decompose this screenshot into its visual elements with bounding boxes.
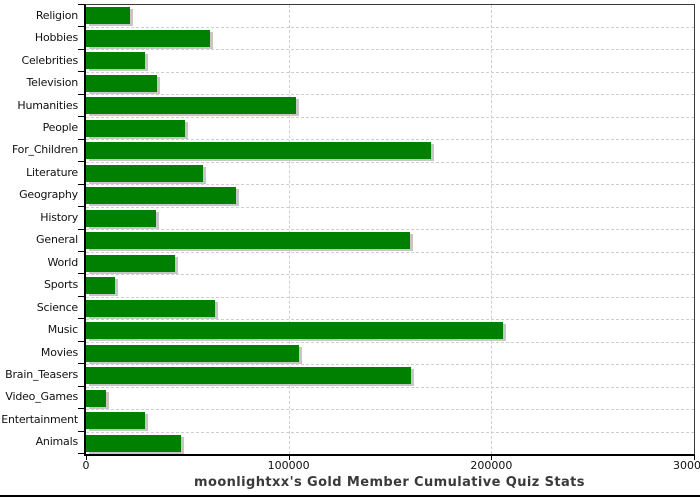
category-label: Television: [26, 76, 79, 90]
chart-title: moonlightxx's Gold Member Cumulative Qui…: [194, 475, 585, 490]
y-tick: [78, 431, 85, 432]
category-label: Brain_Teasers: [5, 367, 78, 381]
bar-television: [86, 74, 157, 92]
category-label: Celebrities: [21, 53, 78, 67]
y-tick: [78, 184, 85, 185]
y-tick: [78, 139, 85, 140]
y-tick: [78, 318, 85, 319]
y-tick: [78, 26, 85, 27]
bar-entertainment: [86, 412, 145, 429]
category-label: Literature: [26, 165, 78, 179]
bar-movies: [86, 344, 299, 362]
bar-row: [86, 163, 694, 185]
bar-people: [86, 119, 186, 137]
y-tick: [78, 251, 85, 252]
category-label: Animals: [35, 435, 79, 449]
bar-general: [86, 232, 411, 249]
x-tick-label: 0: [82, 459, 90, 472]
bar-row: [86, 410, 694, 433]
bar-row: [86, 320, 694, 343]
y-axis-labels: Religion Hobbies Celebrities Television Huma…: [0, 4, 78, 453]
category-label: Movies: [40, 345, 78, 359]
bar-celebrities: [86, 52, 145, 69]
y-tick: [78, 341, 85, 342]
bar-history: [86, 209, 156, 227]
bar-row: [86, 185, 694, 208]
x-tick-label: 200000: [470, 459, 513, 472]
category-label: Entertainment: [1, 412, 78, 426]
bar-world: [86, 254, 176, 272]
bar-rows: [86, 5, 694, 454]
bar-row: [86, 28, 694, 50]
y-tick: [78, 386, 85, 387]
y-tick: [78, 273, 85, 274]
bar-literature: [86, 164, 203, 182]
footer-divider: [0, 495, 700, 497]
category-label: Religion: [35, 8, 78, 22]
y-tick: [78, 296, 85, 297]
category-label: Video_Games: [5, 390, 78, 404]
category-label: Geography: [19, 188, 78, 202]
bar-brain_teasers: [86, 367, 412, 384]
bar-humanities: [86, 97, 296, 114]
bar-row: [86, 73, 694, 95]
category-label: History: [40, 210, 78, 224]
x-tick: [86, 455, 87, 460]
bar-animals: [86, 434, 182, 452]
y-tick: [78, 453, 85, 454]
bar-row: [86, 253, 694, 275]
y-tick: [78, 49, 85, 50]
category-label: World: [47, 255, 78, 269]
bar-row: [86, 388, 694, 410]
bar-row: [86, 433, 694, 455]
y-tick: [78, 161, 85, 162]
plot-area: [84, 4, 695, 456]
x-tick: [288, 455, 290, 460]
bar-row: [86, 343, 694, 365]
y-tick: [78, 116, 85, 117]
y-tick: [78, 71, 85, 72]
y-tick: [78, 94, 85, 95]
y-tick: [78, 408, 85, 409]
category-label: Humanities: [17, 98, 78, 112]
x-tick-label: 300000: [673, 459, 700, 472]
bar-row: [86, 275, 694, 298]
category-label: General: [36, 233, 78, 247]
y-tick: [78, 363, 85, 364]
bar-row: [86, 298, 694, 320]
bar-for_children: [86, 142, 431, 159]
bar-row: [86, 50, 694, 73]
bar-row: [86, 95, 694, 118]
bar-sports: [86, 277, 116, 294]
category-label: Music: [47, 323, 79, 337]
bar-row: [86, 230, 694, 253]
bar-row: [86, 208, 694, 230]
x-tick-label: 100000: [267, 459, 310, 472]
y-tick: [78, 4, 85, 5]
y-tick: [78, 229, 85, 230]
bar-row: [86, 140, 694, 163]
bar-row: [86, 5, 694, 28]
bar-hobbies: [86, 29, 210, 47]
category-label: Sports: [43, 278, 78, 292]
category-label: People: [42, 120, 79, 134]
bar-row: [86, 365, 694, 388]
category-label: For_Children: [11, 143, 78, 157]
bar-video_games: [86, 389, 107, 407]
bar-row: [86, 118, 694, 140]
x-tick: [491, 455, 493, 460]
bar-geography: [86, 187, 236, 204]
bar-music: [86, 322, 504, 339]
x-tick: [694, 455, 695, 460]
y-tick: [78, 206, 85, 207]
bar-science: [86, 299, 215, 317]
category-label: Science: [36, 300, 78, 314]
category-label: Hobbies: [34, 31, 78, 45]
bar-religion: [86, 7, 130, 24]
